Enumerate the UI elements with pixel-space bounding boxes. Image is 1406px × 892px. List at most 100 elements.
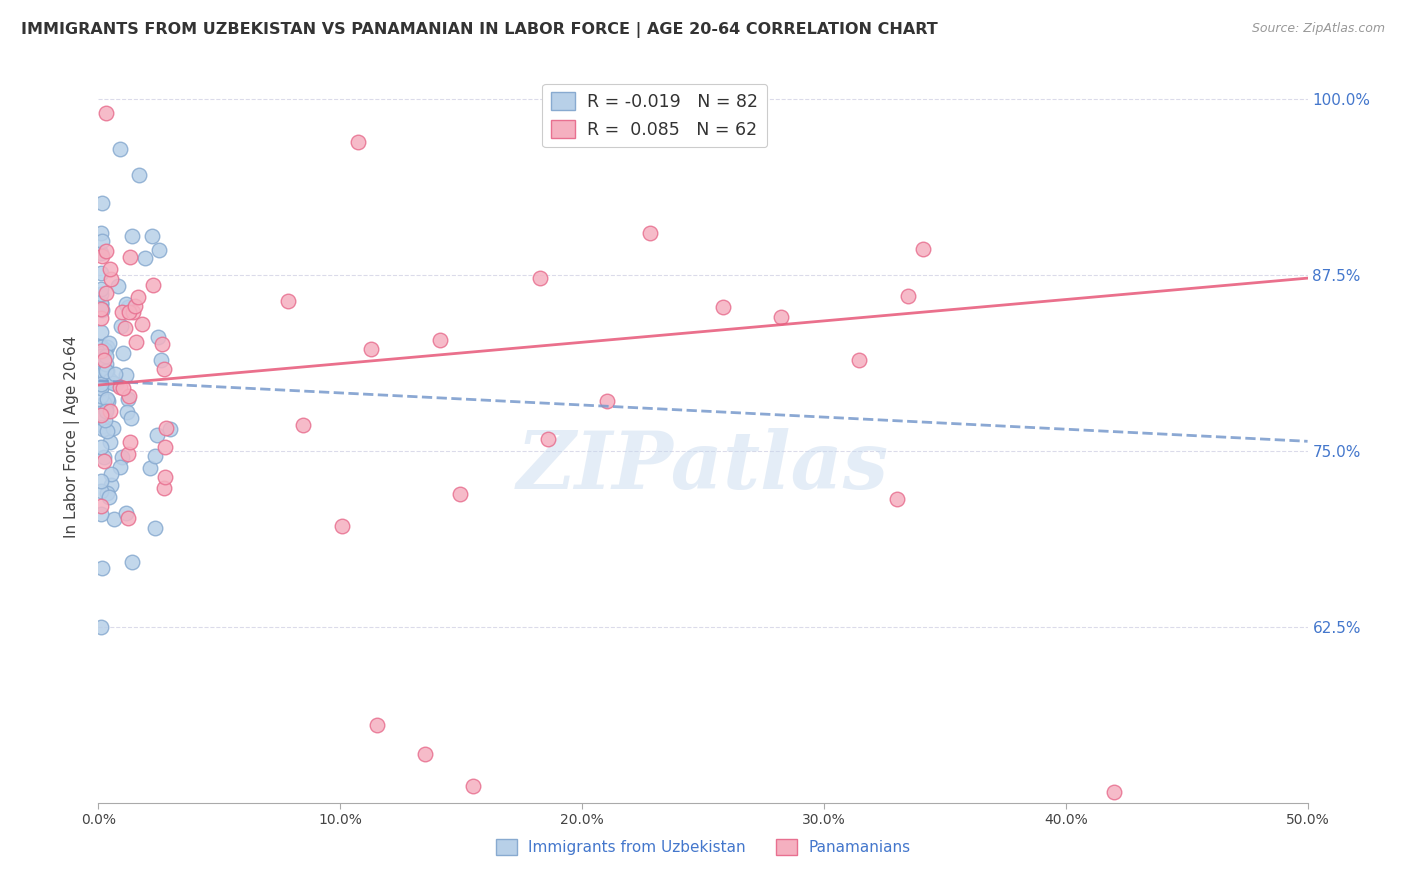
Point xyxy=(93,365,115,379)
Point xyxy=(98,373,121,387)
Point xyxy=(153,470,176,484)
Point xyxy=(90,266,112,280)
Point xyxy=(103,421,125,435)
Point xyxy=(120,411,142,425)
Point xyxy=(98,434,121,449)
Point xyxy=(366,718,388,732)
Point xyxy=(118,435,141,450)
Point xyxy=(90,340,112,354)
Point xyxy=(90,297,112,311)
Point xyxy=(159,422,181,436)
Point xyxy=(90,245,112,260)
Point xyxy=(90,349,112,363)
Point xyxy=(127,290,149,304)
Point xyxy=(93,454,115,468)
Point xyxy=(121,229,143,244)
Point xyxy=(90,365,112,379)
Point xyxy=(537,432,560,446)
Point xyxy=(118,250,141,264)
Point xyxy=(93,450,115,464)
Point xyxy=(90,389,112,403)
Point xyxy=(114,321,136,335)
Point xyxy=(110,380,132,394)
Point xyxy=(110,305,132,319)
Point xyxy=(90,339,112,353)
Text: ZIPatlas: ZIPatlas xyxy=(517,427,889,505)
Point xyxy=(108,142,131,156)
Point xyxy=(1102,784,1125,798)
Point xyxy=(121,304,143,318)
Point xyxy=(101,376,124,391)
Point xyxy=(90,499,112,513)
Point xyxy=(117,446,139,460)
Point xyxy=(143,449,166,463)
Point xyxy=(118,305,141,319)
Point xyxy=(134,252,156,266)
Point xyxy=(96,392,118,406)
Point xyxy=(90,234,112,248)
Point xyxy=(90,440,112,454)
Point xyxy=(97,490,120,504)
Point xyxy=(96,244,118,258)
Point xyxy=(143,521,166,535)
Point xyxy=(148,243,170,257)
Point xyxy=(651,128,673,143)
Text: Source: ZipAtlas.com: Source: ZipAtlas.com xyxy=(1251,22,1385,36)
Point xyxy=(277,294,299,309)
Point xyxy=(141,228,163,243)
Point xyxy=(330,519,353,533)
Point xyxy=(94,404,117,418)
Point xyxy=(97,394,120,409)
Point xyxy=(90,325,112,339)
Point xyxy=(153,361,176,376)
Point xyxy=(91,418,114,433)
Point xyxy=(146,428,169,442)
Point xyxy=(111,381,134,395)
Point xyxy=(114,368,136,383)
Point xyxy=(97,335,120,350)
Point xyxy=(98,261,121,276)
Point xyxy=(107,279,129,293)
Point xyxy=(347,136,370,150)
Point xyxy=(100,271,122,285)
Point xyxy=(90,474,112,488)
Point xyxy=(94,343,117,357)
Point xyxy=(90,287,112,301)
Point xyxy=(90,345,112,359)
Point xyxy=(94,401,117,416)
Point xyxy=(96,340,118,354)
Point xyxy=(111,450,134,464)
Point xyxy=(110,318,132,333)
Point xyxy=(91,195,114,210)
Point xyxy=(100,467,122,481)
Point xyxy=(96,486,118,500)
Point xyxy=(150,353,173,368)
Point xyxy=(429,334,451,348)
Point xyxy=(360,342,382,356)
Point xyxy=(413,747,436,761)
Point xyxy=(90,561,112,575)
Point xyxy=(155,421,177,435)
Point xyxy=(90,408,112,422)
Point xyxy=(121,555,143,569)
Point xyxy=(93,395,115,409)
Legend: Immigrants from Uzbekistan, Panamanians: Immigrants from Uzbekistan, Panamanians xyxy=(489,833,917,861)
Point xyxy=(90,226,112,240)
Point xyxy=(94,105,117,120)
Point xyxy=(450,487,472,501)
Point xyxy=(103,512,125,526)
Point xyxy=(125,334,148,349)
Point xyxy=(463,779,485,793)
Point xyxy=(139,461,162,475)
Point xyxy=(100,478,122,492)
Point xyxy=(770,310,793,324)
Point xyxy=(711,300,734,314)
Point xyxy=(90,406,112,420)
Point xyxy=(131,317,153,331)
Point xyxy=(291,417,314,432)
Point xyxy=(90,282,112,296)
Point xyxy=(90,380,112,394)
Point xyxy=(90,380,112,394)
Point xyxy=(90,311,112,326)
Point xyxy=(117,510,139,524)
